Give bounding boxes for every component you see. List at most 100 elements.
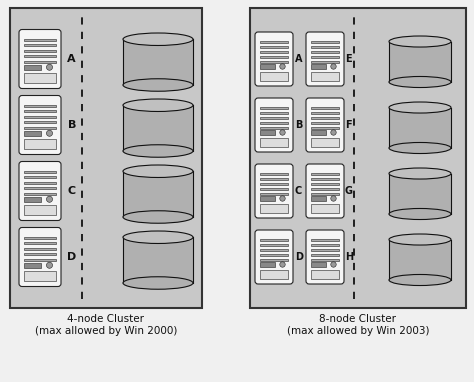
Text: D: D (67, 252, 76, 262)
Ellipse shape (123, 145, 193, 157)
Bar (250, 8, 466, 308)
Circle shape (280, 64, 285, 69)
Bar (260, 259, 288, 261)
Bar (311, 196, 326, 201)
Ellipse shape (123, 33, 193, 45)
Bar (311, 183, 339, 185)
Bar (311, 178, 339, 180)
FancyBboxPatch shape (19, 29, 61, 89)
Bar (260, 204, 288, 213)
Bar (260, 107, 288, 108)
Bar (260, 138, 288, 147)
Bar (24, 193, 56, 195)
Bar (24, 110, 56, 112)
Circle shape (331, 196, 336, 201)
Bar (24, 271, 56, 281)
Bar (260, 112, 288, 113)
Text: H: H (345, 252, 353, 262)
Bar (311, 72, 339, 81)
Bar (24, 196, 41, 202)
Bar (260, 173, 288, 175)
FancyBboxPatch shape (306, 32, 344, 86)
Bar (311, 50, 339, 52)
Bar (260, 178, 288, 180)
Ellipse shape (389, 36, 451, 47)
Bar (260, 183, 288, 185)
Bar (311, 188, 339, 189)
Bar (311, 270, 339, 279)
Text: G: G (345, 186, 353, 196)
Bar (311, 112, 339, 113)
FancyBboxPatch shape (306, 98, 344, 152)
Bar (24, 127, 56, 129)
Circle shape (46, 196, 53, 202)
Bar (24, 73, 56, 83)
FancyBboxPatch shape (306, 230, 344, 284)
FancyBboxPatch shape (19, 96, 61, 154)
Ellipse shape (389, 142, 451, 154)
FancyBboxPatch shape (19, 162, 61, 220)
Bar (311, 193, 339, 194)
Ellipse shape (389, 234, 451, 245)
Bar (24, 237, 56, 239)
Ellipse shape (123, 231, 193, 243)
Bar (311, 126, 339, 128)
Text: D: D (295, 252, 303, 262)
Bar (311, 254, 339, 256)
FancyBboxPatch shape (19, 228, 61, 286)
Bar (389, 240, 451, 280)
Bar (24, 182, 56, 184)
Bar (260, 193, 288, 194)
Bar (260, 262, 275, 267)
Bar (311, 243, 339, 246)
Text: E: E (345, 54, 352, 64)
Bar (24, 65, 41, 70)
Bar (260, 55, 288, 58)
Bar (389, 42, 451, 82)
Bar (24, 259, 56, 261)
Circle shape (331, 130, 336, 135)
Bar (389, 107, 451, 148)
Bar (260, 117, 288, 118)
Bar (260, 243, 288, 246)
Bar (260, 249, 288, 251)
Text: C: C (295, 186, 302, 196)
Bar (123, 39, 193, 85)
Bar (311, 121, 339, 123)
Bar (260, 121, 288, 123)
Bar (24, 131, 41, 136)
Bar (260, 64, 275, 69)
Bar (311, 64, 326, 69)
Bar (311, 138, 339, 147)
Bar (311, 117, 339, 118)
Text: 8-node Cluster
(max allowed by Win 2003): 8-node Cluster (max allowed by Win 2003) (287, 314, 429, 336)
Bar (123, 237, 193, 283)
Bar (24, 116, 56, 118)
Bar (24, 121, 56, 123)
FancyBboxPatch shape (255, 98, 293, 152)
Circle shape (46, 64, 53, 70)
Ellipse shape (389, 168, 451, 179)
Ellipse shape (123, 165, 193, 178)
Bar (311, 45, 339, 47)
Bar (311, 107, 339, 108)
Bar (260, 196, 275, 201)
Bar (260, 126, 288, 128)
Circle shape (331, 64, 336, 69)
Bar (24, 253, 56, 255)
Bar (260, 270, 288, 279)
Bar (24, 176, 56, 178)
Bar (311, 204, 339, 213)
Bar (260, 50, 288, 52)
Ellipse shape (389, 209, 451, 220)
Bar (24, 44, 56, 46)
Bar (260, 45, 288, 47)
Ellipse shape (389, 102, 451, 113)
Bar (389, 173, 451, 214)
Text: 4-node Cluster
(max allowed by Win 2000): 4-node Cluster (max allowed by Win 2000) (35, 314, 177, 336)
Ellipse shape (123, 99, 193, 112)
FancyBboxPatch shape (306, 164, 344, 218)
Ellipse shape (123, 211, 193, 223)
Text: B: B (295, 120, 302, 130)
Circle shape (46, 262, 53, 268)
